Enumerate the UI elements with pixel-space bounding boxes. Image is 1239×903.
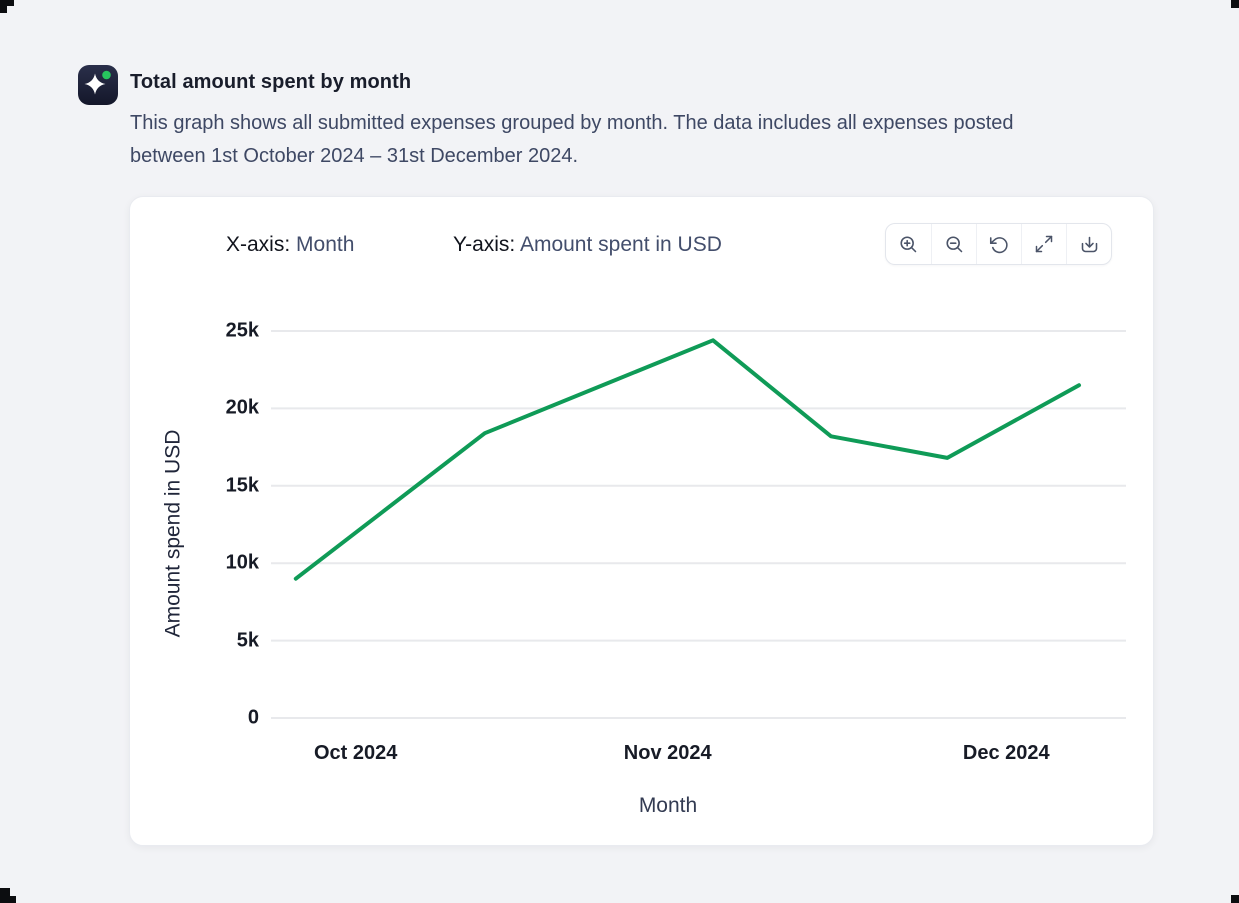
sparkle-app-icon — [78, 65, 118, 105]
page-description: This graph shows all submitted expenses … — [130, 107, 1190, 173]
zoom-out-button[interactable] — [931, 224, 976, 264]
zoom-in-button[interactable] — [886, 224, 931, 264]
x-tick-label: Dec 2024 — [962, 742, 1050, 764]
y-tick-label: 5k — [236, 629, 259, 652]
y-axis-info-value: Amount spent in USD — [519, 233, 722, 256]
download-icon — [1081, 236, 1097, 252]
y-tick-label: 25k — [225, 319, 259, 342]
y-tick-label: 10k — [225, 551, 259, 574]
x-axis-info: X-axis: Month — [226, 233, 354, 257]
chart-toolbar — [885, 223, 1112, 265]
x-axis-title: Month — [638, 794, 698, 817]
y-tick-label: 0 — [247, 706, 259, 729]
y-axis-info-label: Y-axis: — [453, 233, 516, 256]
axis-info-row: X-axis: Month Y-axis: Amount spent in US… — [130, 233, 1153, 259]
corner-mark-top-right — [1231, 0, 1239, 8]
fullscreen-button[interactable] — [1021, 224, 1066, 264]
expense-line — [293, 338, 1081, 581]
corner-mark-bottom-right — [1231, 895, 1239, 903]
plot-svg — [271, 330, 1126, 719]
page-title: Total amount spent by month — [130, 71, 412, 93]
expand-icon — [1035, 235, 1053, 253]
sparkle-icon — [78, 65, 118, 105]
corner-mark-bottom-left — [0, 888, 16, 903]
x-axis-info-label: X-axis: — [226, 233, 291, 256]
x-tick-label: Oct 2024 — [313, 742, 398, 764]
y-tick-label: 20k — [225, 396, 259, 419]
download-button[interactable] — [1066, 224, 1111, 264]
x-tick-label: Nov 2024 — [623, 742, 712, 764]
x-tick-labels: Oct 2024 Nov 2024 Dec 2024 — [271, 742, 1126, 766]
page-description-line2: between 1st October 2024 – 31st December… — [130, 145, 579, 167]
x-axis-info-value: Month — [296, 233, 355, 256]
zoom-out-icon — [945, 235, 962, 252]
zoom-in-icon — [900, 235, 917, 252]
y-tick-labels: 0 5k 10k 15k 20k 25k — [130, 320, 259, 729]
corner-mark-top-left — [0, 0, 14, 13]
chart-card: X-axis: Month Y-axis: Amount spent in US… — [129, 196, 1154, 846]
reset-view-button[interactable] — [976, 224, 1021, 264]
rotate-ccw-icon — [989, 236, 1008, 253]
page-description-line1: This graph shows all submitted expenses … — [130, 112, 1014, 134]
y-axis-info: Y-axis: Amount spent in USD — [453, 233, 722, 257]
y-tick-label: 15k — [225, 474, 259, 497]
